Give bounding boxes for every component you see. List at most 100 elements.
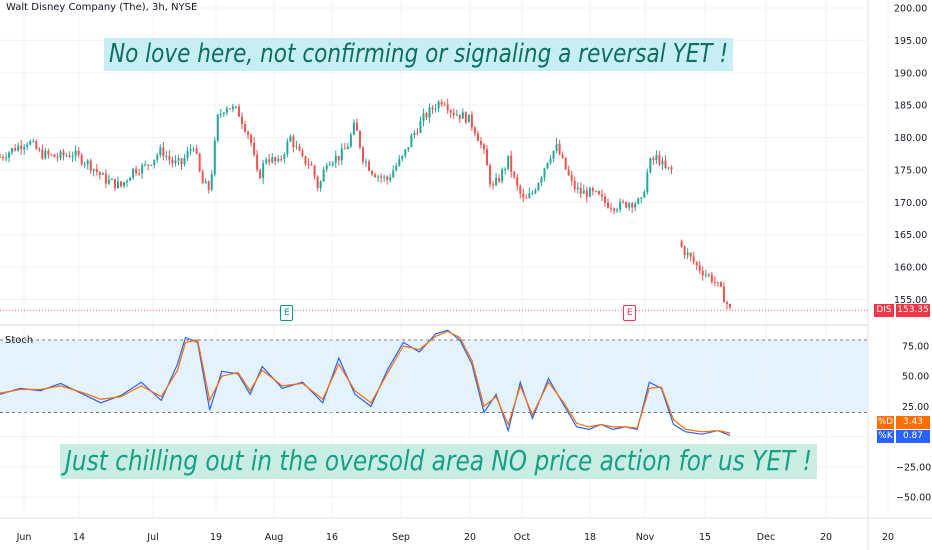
time-tick-label: Nov [636, 532, 655, 543]
candle-body [104, 173, 107, 184]
candle-body [247, 131, 250, 135]
candle-body [486, 149, 489, 166]
candle-body [280, 158, 283, 160]
candle-body [129, 177, 132, 181]
candle-body [201, 171, 204, 184]
candle-body [458, 114, 461, 119]
last-price-tag: 153.35 [896, 304, 930, 317]
time-tick-label: Jul [146, 532, 158, 543]
time-tick-label: 20 [464, 532, 476, 543]
candle-body [41, 149, 44, 159]
candle-body [725, 302, 728, 305]
candle-body [689, 252, 692, 257]
time-tick-label: 20 [820, 532, 832, 543]
candle-body [14, 148, 17, 151]
candle-body [123, 182, 126, 187]
price-tick-label: 195.00 [894, 36, 927, 47]
candle-body [355, 122, 358, 131]
stoch-indicator-label[interactable]: Stoch [5, 335, 34, 346]
candle-body [610, 207, 613, 209]
candle-body [168, 155, 171, 160]
candle-body [374, 174, 377, 178]
candle-body [222, 112, 225, 115]
candle-body [473, 127, 476, 134]
candle-body [582, 190, 585, 194]
symbol-tag: DIS [874, 304, 894, 317]
candle-body [298, 146, 301, 151]
candle-body [616, 209, 619, 211]
candle-body [543, 168, 546, 178]
candle-body [410, 135, 413, 148]
candle-body [116, 181, 119, 189]
candle-body [383, 176, 386, 178]
stoch-tick-label: −50.00 [896, 493, 931, 504]
candle-body [234, 106, 237, 108]
candle-body [655, 155, 658, 161]
earnings-marker-icon[interactable]: E [280, 305, 294, 321]
candle-body [531, 192, 534, 194]
earnings-marker-icon[interactable]: E [623, 305, 637, 321]
time-tick-label: 15 [699, 532, 711, 543]
candle-body [719, 282, 722, 287]
candle-body [62, 151, 65, 156]
candle-body [434, 108, 437, 110]
candle-body [573, 180, 576, 190]
candle-body [80, 154, 83, 165]
candle-body [570, 175, 573, 181]
chart-title: Walt Disney Company (The), 3h, NYSE [6, 2, 198, 13]
candle-body [8, 152, 11, 158]
candle-body [461, 112, 464, 119]
candle-body [50, 154, 53, 156]
candle-body [591, 188, 594, 192]
candle-body [216, 114, 219, 141]
candle-body [603, 196, 606, 203]
candle-body [561, 154, 564, 158]
candle-body [540, 177, 543, 184]
candle-body [546, 162, 549, 169]
candle-body [567, 169, 570, 176]
candle-body [413, 132, 416, 136]
candle-body [110, 179, 113, 181]
candle-body [631, 203, 634, 208]
candle-body [368, 161, 371, 171]
price-tick-label: 200.00 [894, 4, 927, 15]
candle-body [628, 203, 631, 208]
candle-body [44, 150, 47, 159]
candle-body [455, 114, 458, 116]
candle-body [600, 194, 603, 197]
candle-body [585, 190, 588, 197]
candle-body [729, 304, 731, 308]
time-tick-label: Oct [514, 532, 531, 543]
candle-body [225, 108, 228, 113]
candle-body [253, 142, 256, 155]
candle-body [301, 150, 304, 157]
price-tick-label: 170.00 [894, 198, 927, 209]
stoch-tick-label: 25.00 [902, 402, 929, 413]
candle-body [670, 167, 673, 170]
candle-body [183, 158, 186, 165]
candle-body [259, 169, 262, 179]
time-tick-label: Sep [392, 532, 410, 543]
candle-body [165, 155, 168, 157]
candle-body [35, 141, 38, 149]
candle-body [144, 164, 147, 166]
candle-body [652, 158, 655, 161]
d-value-tag: 3.43 [896, 416, 930, 429]
candle-body [597, 191, 600, 195]
candle-body [619, 201, 622, 210]
candle-body [156, 155, 159, 160]
candle-body [319, 181, 322, 189]
time-tick-label: 20 [882, 532, 894, 543]
annotation-top[interactable]: No love here, not confirming or signalin… [104, 38, 734, 71]
candle-body [522, 193, 525, 198]
annotation-bottom[interactable]: Just chilling out in the oversold area N… [60, 444, 817, 479]
candle-body [428, 107, 431, 118]
candle-body [501, 169, 504, 182]
candle-body [0, 156, 1, 158]
candle-body [240, 116, 243, 125]
candle-body [425, 113, 428, 118]
candle-body [634, 203, 637, 208]
candle-body [119, 181, 122, 187]
price-tick-label: 175.00 [894, 165, 927, 176]
candle-body [228, 108, 231, 110]
